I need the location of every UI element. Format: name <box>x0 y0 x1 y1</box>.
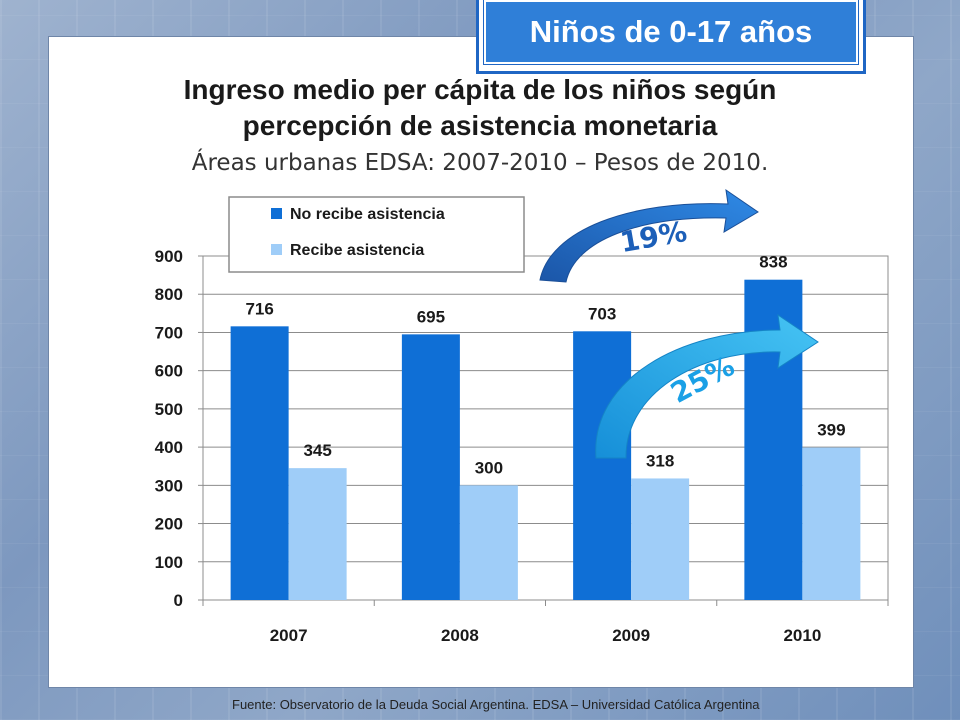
legend-swatch <box>271 244 282 255</box>
source-note: Fuente: Observatorio de la Deuda Social … <box>232 697 760 712</box>
legend-label: Recibe asistencia <box>290 242 424 259</box>
bar-recibe <box>288 468 347 600</box>
bars-layer <box>230 279 861 600</box>
y-tick-label: 0 <box>174 591 183 610</box>
bar-no-recibe <box>573 331 632 600</box>
increase-arrow-2 <box>595 313 819 459</box>
data-label: 300 <box>475 458 503 477</box>
y-tick-label: 600 <box>155 362 183 381</box>
badge-label: Niños de 0-17 años <box>484 0 858 64</box>
data-label: 399 <box>817 420 845 439</box>
y-tick-label: 800 <box>155 285 183 304</box>
y-tick-label: 700 <box>155 323 183 342</box>
data-label: 703 <box>588 304 616 323</box>
y-tick-label: 300 <box>155 476 183 495</box>
bar-recibe <box>631 478 690 600</box>
legend: No recibe asistencia Recibe asistencia <box>228 196 525 273</box>
y-tick-label: 200 <box>155 515 183 534</box>
chart-subtitle: Áreas urbanas EDSA: 2007-2010 – Pesos de… <box>191 150 769 176</box>
data-label: 318 <box>646 451 674 470</box>
y-tick-label: 500 <box>155 400 183 419</box>
x-tick-label: 2009 <box>612 626 650 645</box>
data-label: 838 <box>759 253 787 272</box>
legend-label: No recibe asistencia <box>290 206 445 223</box>
title-line-1: Ingreso medio per cápita de los niños se… <box>183 74 777 105</box>
x-tick-label: 2010 <box>783 626 821 645</box>
legend-swatch <box>271 208 282 219</box>
chart-title: Ingreso medio per cápita de los niños se… <box>100 72 860 144</box>
y-tick-label: 400 <box>155 438 183 457</box>
title-line-2: percepción de asistencia monetaria <box>242 110 718 141</box>
data-label: 345 <box>303 441 331 460</box>
bar-recibe <box>802 447 861 600</box>
data-label: 695 <box>417 307 445 326</box>
bar-no-recibe <box>401 334 460 600</box>
labels-layer: 2007 716 345 2008 695 300 2009 703 318 2010 838 399 <box>245 253 845 645</box>
x-tick-label: 2008 <box>441 626 479 645</box>
y-tick-label: 900 <box>155 247 183 266</box>
increase-arrow-1 <box>539 188 759 283</box>
bar-no-recibe <box>230 326 289 600</box>
bar-recibe <box>459 485 518 600</box>
y-tick-label: 100 <box>155 553 183 572</box>
data-label: 716 <box>245 299 273 318</box>
x-tick-label: 2007 <box>270 626 308 645</box>
